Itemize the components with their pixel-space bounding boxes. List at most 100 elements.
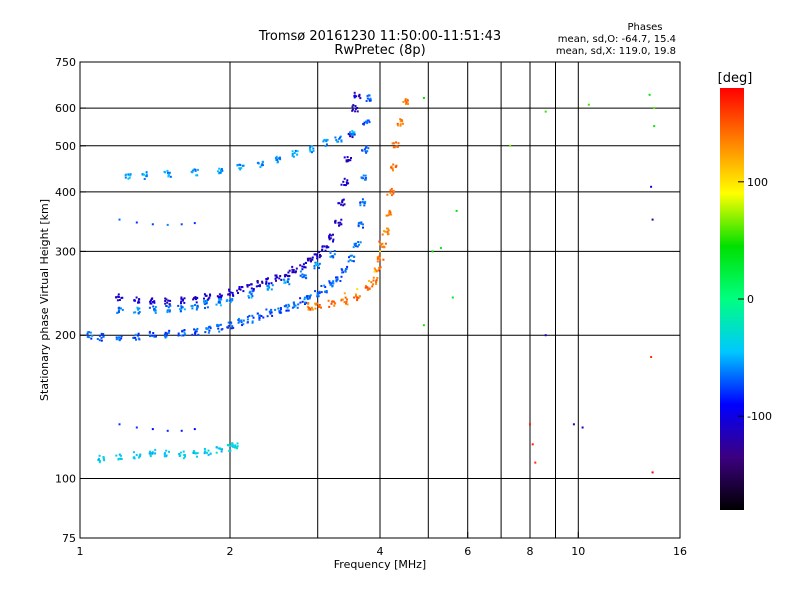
data-point xyxy=(324,145,327,148)
data-point xyxy=(215,303,218,306)
data-point xyxy=(168,450,170,453)
data-point xyxy=(293,152,296,154)
data-point xyxy=(341,271,344,274)
data-point xyxy=(323,284,326,287)
data-point xyxy=(340,218,343,221)
data-point xyxy=(338,137,341,140)
data-point xyxy=(375,270,378,273)
data-point xyxy=(277,307,280,310)
data-point xyxy=(280,308,282,311)
data-point xyxy=(141,173,144,176)
data-point xyxy=(345,300,348,303)
data-point xyxy=(378,267,381,270)
data-point xyxy=(163,334,166,337)
data-point xyxy=(328,281,331,284)
data-point xyxy=(291,306,294,309)
data-point xyxy=(317,264,320,267)
data-point xyxy=(386,227,389,230)
data-point xyxy=(405,102,407,105)
data-point xyxy=(182,298,184,301)
data-point xyxy=(248,314,251,317)
data-point xyxy=(351,136,354,139)
data-point xyxy=(149,335,152,338)
data-point xyxy=(340,299,343,302)
data-point xyxy=(401,120,404,123)
data-point xyxy=(378,240,381,243)
data-point xyxy=(169,299,172,302)
data-point xyxy=(326,245,328,248)
x-tick-label: 4 xyxy=(377,545,384,558)
data-point xyxy=(178,453,181,455)
data-point xyxy=(165,298,168,301)
data-point xyxy=(375,281,378,284)
data-point xyxy=(239,288,242,291)
data-point xyxy=(177,304,180,307)
data-point xyxy=(120,296,123,299)
data-point xyxy=(195,330,198,333)
data-point xyxy=(393,146,396,149)
data-point xyxy=(377,269,380,272)
data-point xyxy=(399,118,402,121)
data-point xyxy=(309,307,312,310)
data-point xyxy=(179,310,182,313)
data-point xyxy=(209,293,211,296)
data-point xyxy=(165,305,168,307)
data-point xyxy=(364,146,367,149)
data-point xyxy=(296,153,299,156)
data-point xyxy=(118,218,121,221)
data-point xyxy=(312,147,315,150)
data-point xyxy=(291,150,294,153)
data-point xyxy=(344,184,347,187)
data-point xyxy=(179,451,182,454)
data-point xyxy=(139,453,142,456)
data-point xyxy=(307,308,310,311)
data-point xyxy=(181,299,184,302)
data-point xyxy=(219,323,222,326)
data-point xyxy=(368,121,371,124)
data-point xyxy=(317,295,320,298)
data-point xyxy=(271,284,274,287)
data-point xyxy=(308,297,311,300)
data-point xyxy=(270,288,273,291)
data-point xyxy=(350,133,353,136)
y-tick-label: 300 xyxy=(55,245,76,258)
data-point xyxy=(390,166,392,169)
data-point xyxy=(220,450,223,453)
data-point xyxy=(392,142,395,145)
data-point xyxy=(354,110,357,113)
data-point xyxy=(374,269,377,271)
data-point xyxy=(288,269,291,272)
data-point xyxy=(349,159,352,162)
data-point xyxy=(205,328,208,331)
data-point xyxy=(203,450,206,453)
data-point xyxy=(338,202,341,205)
data-point xyxy=(237,321,240,324)
data-point xyxy=(405,101,408,104)
data-point xyxy=(336,276,339,279)
data-point xyxy=(340,223,343,226)
data-point xyxy=(351,109,354,112)
data-point xyxy=(313,253,316,256)
data-point xyxy=(196,304,199,307)
colorbar-label: [deg] xyxy=(718,71,753,86)
legend-o-mode: mean, sd,O: -64.7, 15.4 xyxy=(558,34,676,45)
data-point xyxy=(271,314,274,317)
data-point xyxy=(362,177,365,180)
data-point xyxy=(333,253,336,256)
data-point xyxy=(318,267,320,269)
data-point xyxy=(291,265,294,268)
data-point xyxy=(391,167,394,170)
data-point xyxy=(180,297,183,300)
data-point xyxy=(238,320,241,323)
data-point xyxy=(324,249,327,252)
data-point xyxy=(314,307,317,310)
data-point xyxy=(235,445,238,448)
data-point xyxy=(359,241,362,244)
data-point xyxy=(309,257,312,260)
data-point xyxy=(240,319,243,322)
data-point xyxy=(183,329,186,331)
data-point xyxy=(209,452,212,455)
data-point xyxy=(220,298,223,301)
data-point xyxy=(360,177,363,180)
data-point xyxy=(203,452,206,455)
